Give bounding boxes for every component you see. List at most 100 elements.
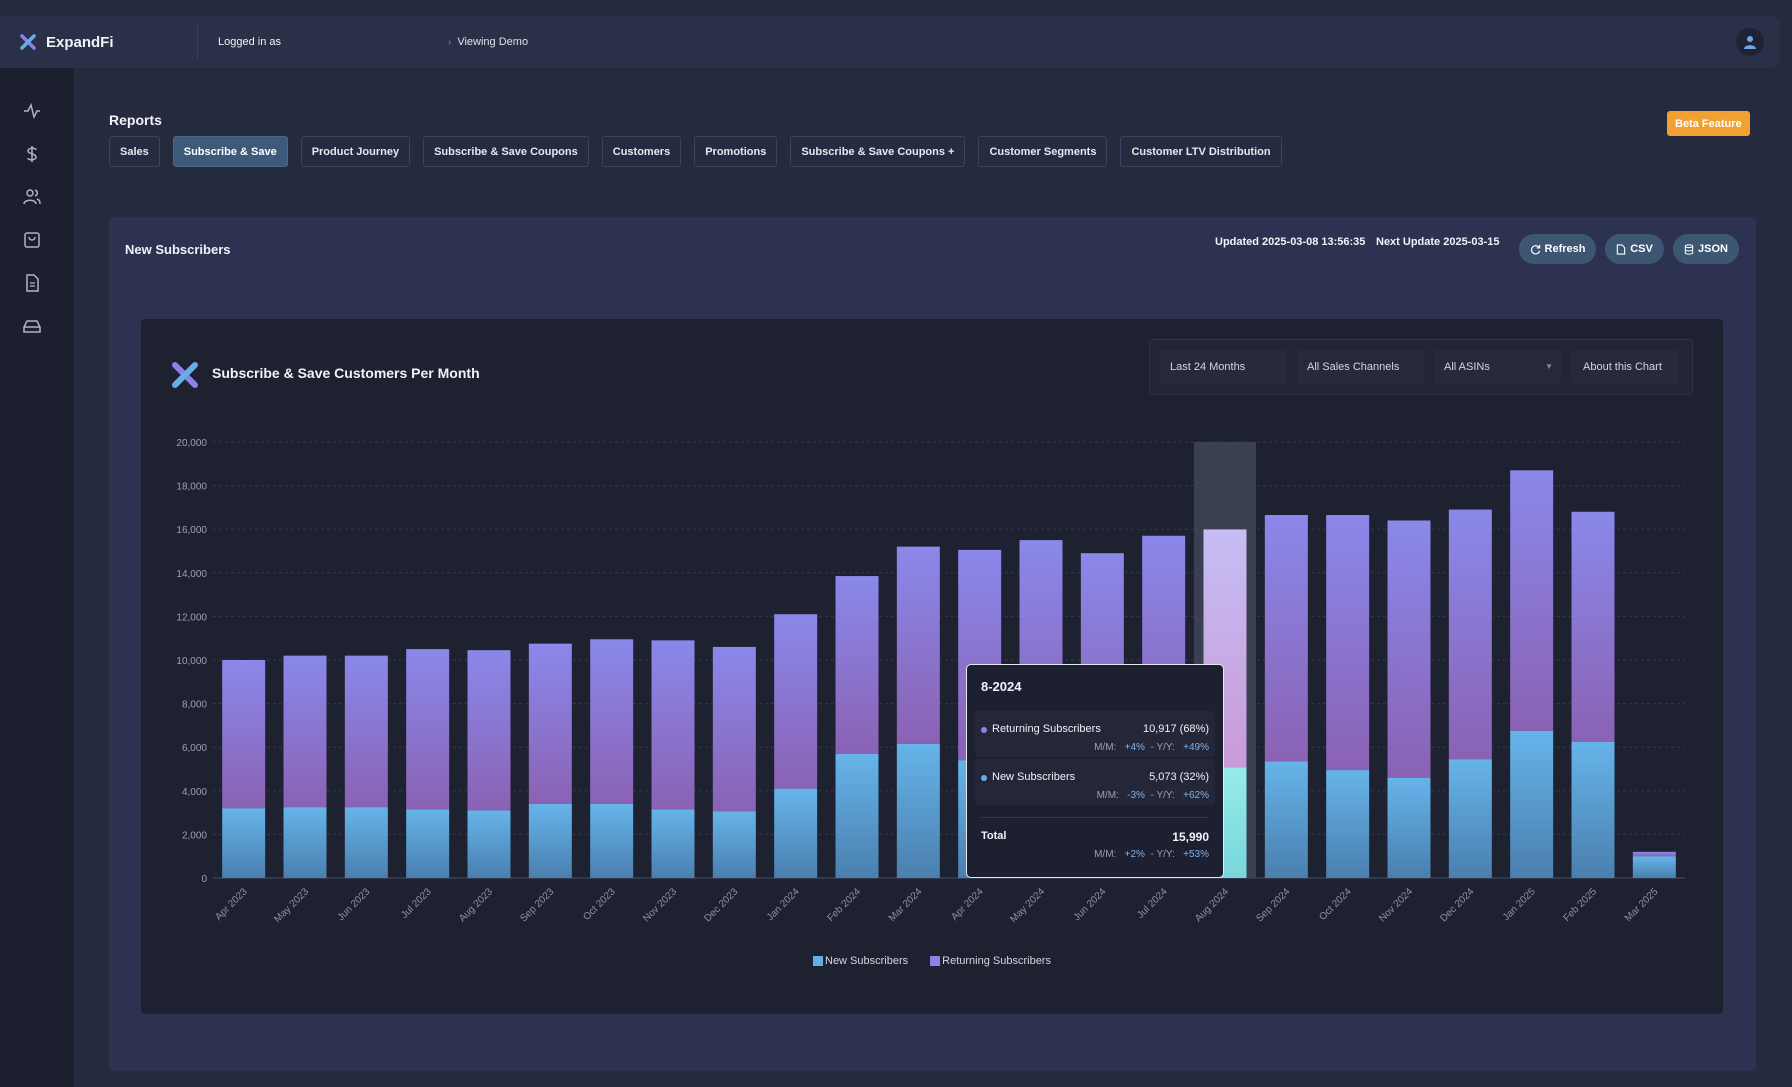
bar-returning	[283, 655, 327, 808]
tooltip-row-new: New Subscribers 5,073 (32%) M/M: -3% - Y…	[975, 759, 1215, 805]
x-tick-label: Jun 2023	[336, 886, 373, 923]
x-tick-label: Jan 2024	[765, 886, 802, 923]
y-tick-label: 20,000	[176, 438, 207, 449]
y-tick-label: 2,000	[182, 830, 207, 841]
file-icon	[1616, 243, 1626, 255]
bar-new	[1632, 856, 1676, 878]
bar-new	[774, 788, 818, 878]
tab-sales[interactable]: Sales	[109, 136, 160, 167]
legend-swatch-returning	[930, 956, 941, 966]
bar-new	[896, 743, 940, 878]
tab-subscribe-save-coupons[interactable]: Subscribe & Save Coupons	[423, 136, 589, 167]
viewing-label: Viewing Demo	[457, 36, 529, 48]
bar-new	[1264, 761, 1308, 878]
tab-customer-ltv-distribution[interactable]: Customer LTV Distribution	[1120, 136, 1282, 167]
csv-button[interactable]: CSV	[1605, 234, 1664, 264]
app-name: ExpandFi	[46, 33, 114, 51]
bar-new	[1448, 759, 1492, 878]
bar-returning	[528, 643, 572, 804]
x-tick-label: Oct 2023	[581, 886, 618, 923]
beta-feature-badge: Beta Feature	[1667, 111, 1750, 136]
tooltip-total-change: M/M: +2% - Y/Y: +53%	[1094, 849, 1209, 860]
bar-returning	[344, 655, 388, 808]
legend-item-new[interactable]: New Subscribers	[813, 955, 908, 967]
x-tick-label: May 2023	[272, 886, 311, 925]
bar-returning	[1632, 851, 1676, 857]
logged-in-label: Logged in as	[218, 36, 281, 48]
tooltip-value: 10,917 (68%)	[1142, 723, 1209, 735]
refresh-label: Refresh	[1544, 243, 1586, 255]
inbox-icon[interactable]	[21, 315, 43, 337]
chart-tooltip: 8-2024 Returning Subscribers 10,917 (68%…	[966, 664, 1224, 878]
bar-returning	[835, 576, 879, 754]
tab-subscribe-save-coupons-plus[interactable]: Subscribe & Save Coupons +	[790, 136, 966, 167]
document-icon[interactable]	[21, 272, 43, 294]
chart-card: Subscribe & Save Customers Per Month Las…	[141, 319, 1723, 1014]
refresh-button[interactable]: Refresh	[1519, 234, 1596, 264]
date-range-select[interactable]: Last 24 Months	[1160, 350, 1287, 384]
x-tick-label: Apr 2023	[213, 886, 250, 923]
chart-legend: New Subscribers Returning Subscribers	[141, 955, 1723, 967]
y-tick-label: 12,000	[176, 612, 207, 623]
bar-returning	[774, 614, 818, 789]
tab-customer-segments[interactable]: Customer Segments	[978, 136, 1108, 167]
x-tick-label: Jun 2024	[1072, 886, 1109, 923]
x-tick-label: Sep 2024	[1254, 886, 1292, 924]
y-tick-label: 0	[201, 874, 207, 885]
asin-select[interactable]: All ASINs ▼	[1434, 350, 1561, 384]
bar-returning	[590, 639, 634, 804]
about-chart-button[interactable]: About this Chart	[1571, 350, 1679, 384]
bar-new	[344, 807, 388, 878]
bar-new	[1510, 730, 1554, 878]
panel-title: New Subscribers	[125, 242, 231, 257]
x-tick-label: Mar 2025	[1623, 886, 1661, 924]
bar-new	[528, 803, 572, 878]
y-tick-label: 14,000	[176, 569, 207, 580]
tooltip-total-label: Total	[981, 830, 1007, 842]
x-tick-label: Aug 2023	[457, 886, 495, 924]
tooltip-value: 5,073 (32%)	[1149, 771, 1209, 783]
tab-product-journey[interactable]: Product Journey	[300, 136, 411, 167]
expandfi-logo-icon	[20, 34, 36, 50]
sales-channel-select[interactable]: All Sales Channels	[1297, 350, 1424, 384]
x-tick-label: Nov 2023	[641, 886, 679, 924]
y-tick-label: 10,000	[176, 656, 207, 667]
x-tick-label: May 2024	[1008, 886, 1047, 925]
bar-returning	[222, 660, 266, 809]
updated-timestamp: Updated 2025-03-08 13:56:35	[1215, 236, 1366, 248]
bar-returning	[406, 649, 450, 810]
tab-customers[interactable]: Customers	[601, 136, 682, 167]
users-icon[interactable]	[21, 186, 43, 208]
x-tick-label: Sep 2023	[518, 886, 556, 924]
tab-promotions[interactable]: Promotions	[694, 136, 778, 167]
top-bar: ExpandFi Logged in as › Viewing Demo	[0, 16, 1780, 68]
bar-returning	[1387, 520, 1431, 778]
x-tick-label: Apr 2024	[949, 886, 986, 923]
legend-label-new: New Subscribers	[825, 955, 909, 967]
shopping-bag-icon[interactable]	[21, 229, 43, 251]
x-tick-label: Aug 2024	[1193, 886, 1231, 924]
x-tick-label: Feb 2024	[825, 886, 863, 924]
tab-subscribe-save[interactable]: Subscribe & Save	[172, 136, 288, 167]
activity-icon[interactable]	[21, 100, 43, 122]
expandfi-logo-icon	[172, 362, 198, 388]
tooltip-row-returning: Returning Subscribers 10,917 (68%) M/M: …	[975, 711, 1215, 757]
brand[interactable]: ExpandFi	[0, 25, 198, 59]
stacked-bar-chart: 0 2,000 4,000 6,000 8,000 10,000 12,000 14,000 1…	[176, 438, 1685, 925]
sidebar	[0, 68, 74, 1087]
tooltip-change: M/M: -3% - Y/Y: +62%	[1096, 790, 1209, 801]
avatar[interactable]	[1736, 28, 1764, 56]
json-button[interactable]: JSON	[1673, 234, 1739, 264]
x-tick-label: Dec 2023	[702, 886, 740, 924]
bar-returning	[1571, 511, 1615, 742]
dollar-icon[interactable]	[21, 143, 43, 165]
chart-filters: Last 24 Months All Sales Channels All AS…	[1149, 339, 1693, 395]
y-tick-label: 18,000	[176, 482, 207, 493]
legend-item-returning[interactable]: Returning Subscribers	[930, 955, 1051, 967]
bar-returning	[896, 546, 940, 744]
bar-new	[283, 807, 327, 878]
chart-title: Subscribe & Save Customers Per Month	[212, 365, 480, 381]
bar-returning	[712, 646, 756, 812]
refresh-icon	[1530, 244, 1540, 254]
y-tick-label: 4,000	[182, 787, 207, 798]
